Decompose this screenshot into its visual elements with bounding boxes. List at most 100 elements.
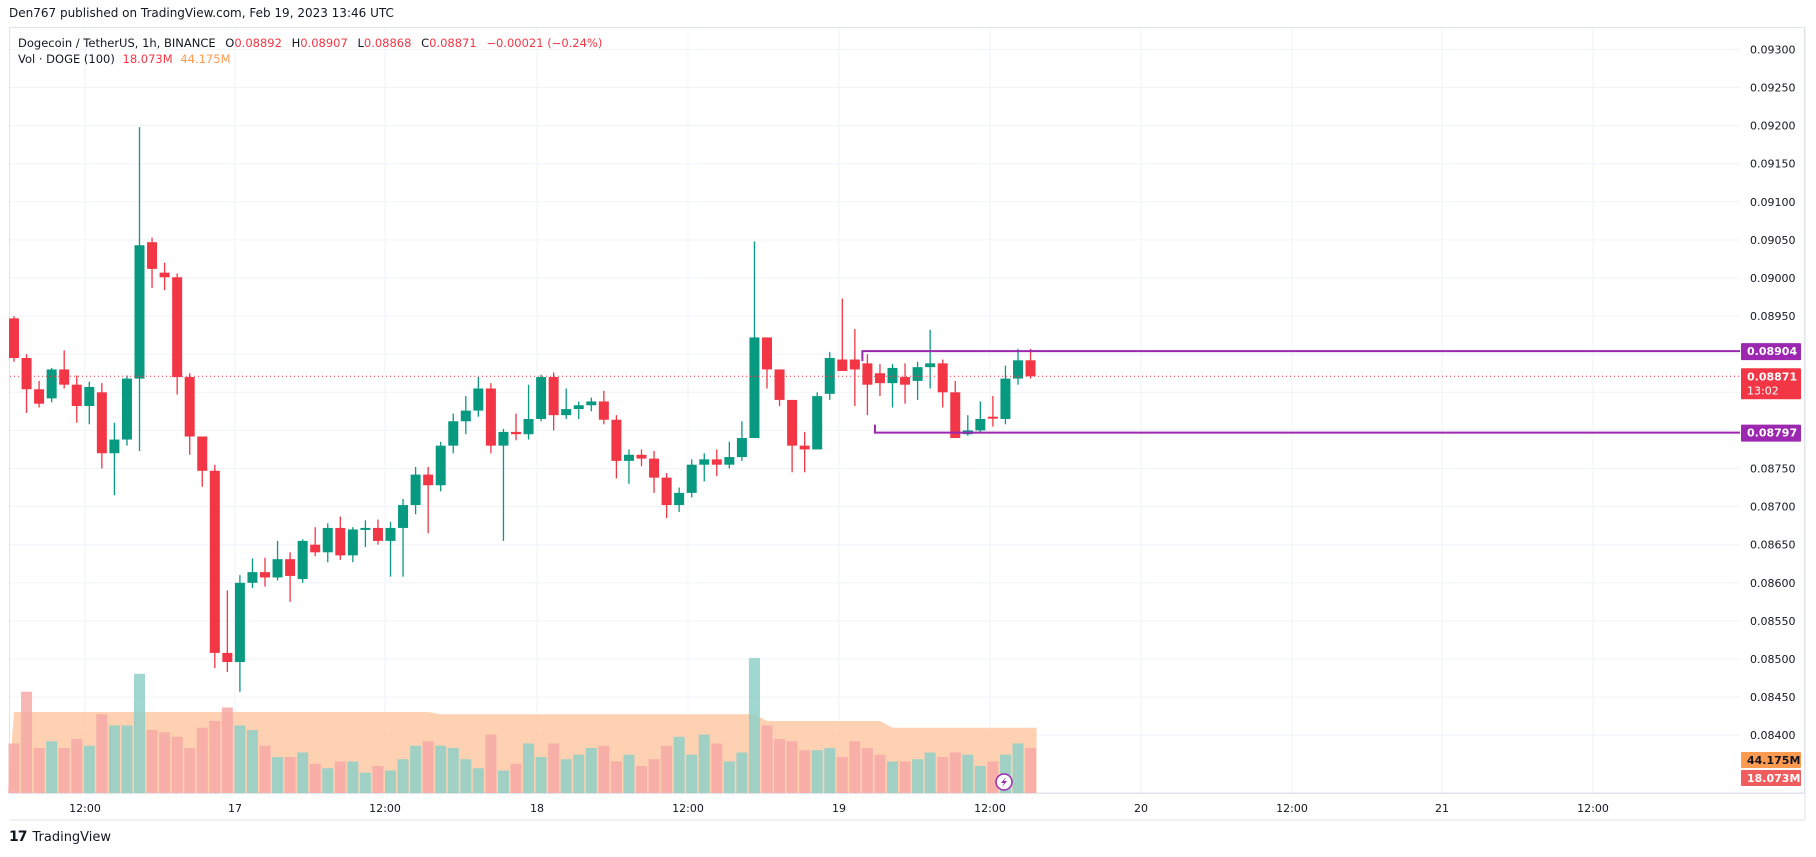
candle-down[interactable] <box>849 359 860 370</box>
candle-down[interactable] <box>9 318 19 359</box>
candle-up[interactable] <box>385 527 396 541</box>
volume-bar <box>221 707 233 793</box>
candle-down[interactable] <box>862 363 873 385</box>
candle-down[interactable] <box>937 363 948 393</box>
candle-up[interactable] <box>435 445 446 486</box>
candle-up[interactable] <box>134 245 145 379</box>
volume-bar <box>799 750 811 793</box>
candle-down[interactable] <box>511 431 521 435</box>
candle-up[interactable] <box>975 418 986 431</box>
candle-down[interactable] <box>172 277 183 378</box>
candle-up[interactable] <box>46 369 57 399</box>
candle-down[interactable] <box>21 358 32 390</box>
candle-up[interactable] <box>824 358 835 394</box>
candle-up[interactable] <box>561 409 572 416</box>
candle-up[interactable] <box>398 505 409 528</box>
candle-up[interactable] <box>460 410 471 422</box>
candle-down[interactable] <box>96 392 107 454</box>
volume-bar <box>246 730 258 793</box>
volume-bar <box>83 745 95 793</box>
candle-down[interactable] <box>285 559 296 576</box>
candle-down[interactable] <box>611 419 622 461</box>
candle-up[interactable] <box>925 363 936 368</box>
candle-down[interactable] <box>485 388 496 446</box>
resistance-level-line[interactable] <box>861 350 1740 362</box>
legend-symbol[interactable]: Dogecoin / TetherUS, 1h, BINANCE <box>18 36 216 50</box>
candle-down[interactable] <box>649 458 660 478</box>
candle-down[interactable] <box>423 474 434 486</box>
volume-bar <box>372 766 384 793</box>
candle-down[interactable] <box>260 572 270 578</box>
support-level-line[interactable] <box>873 424 1740 434</box>
candle-down[interactable] <box>787 399 798 446</box>
candle-down[interactable] <box>548 377 559 416</box>
candle-down[interactable] <box>598 401 609 420</box>
candle-down[interactable] <box>774 369 785 400</box>
candle-down[interactable] <box>799 445 810 450</box>
candle-down[interactable] <box>184 377 195 437</box>
candle-up[interactable] <box>322 527 333 553</box>
legend-volume-label[interactable]: Vol · DOGE (100) <box>18 52 115 66</box>
candle-up[interactable] <box>699 459 710 465</box>
volume-bar <box>272 757 284 793</box>
candle-up[interactable] <box>410 474 421 506</box>
volume-bar <box>1025 748 1037 793</box>
candle-up[interactable] <box>686 464 697 493</box>
candle-down[interactable] <box>34 389 45 404</box>
candle-up[interactable] <box>84 386 95 407</box>
candle-up[interactable] <box>736 438 747 458</box>
candle-down[interactable] <box>987 416 998 419</box>
candle-down[interactable] <box>197 436 208 471</box>
candle-down[interactable] <box>636 454 647 459</box>
candle-down[interactable] <box>661 477 672 506</box>
candle-up[interactable] <box>536 377 547 419</box>
candle-down[interactable] <box>1025 360 1036 377</box>
candle-up[interactable] <box>812 396 823 450</box>
candle-down[interactable] <box>222 652 233 663</box>
candle-down[interactable] <box>335 527 346 556</box>
candle-up[interactable] <box>297 540 308 579</box>
candle-up[interactable] <box>109 439 120 454</box>
candle-down[interactable] <box>209 470 220 653</box>
footer-brand[interactable]: TradingView <box>32 829 112 845</box>
candle-up[interactable] <box>498 431 509 446</box>
candle-down[interactable] <box>900 377 911 385</box>
volume-bar <box>385 770 396 793</box>
candle-up[interactable] <box>674 492 685 506</box>
candle-down[interactable] <box>310 544 321 553</box>
candle-up[interactable] <box>1000 378 1011 419</box>
candle-down[interactable] <box>372 527 383 541</box>
volume-bar <box>46 741 58 793</box>
candle-down[interactable] <box>711 459 722 465</box>
candle-down[interactable] <box>59 369 70 385</box>
candle-up[interactable] <box>347 529 358 556</box>
candle-up[interactable] <box>360 527 371 530</box>
candle-down[interactable] <box>159 272 170 278</box>
candle-up[interactable] <box>573 405 584 410</box>
candle-down[interactable] <box>874 373 885 384</box>
candle-down[interactable] <box>950 392 961 439</box>
candle-up[interactable] <box>586 401 597 406</box>
candle-up[interactable] <box>623 454 634 461</box>
candle-down[interactable] <box>837 359 848 371</box>
candle-down[interactable] <box>762 337 772 370</box>
candle-up[interactable] <box>121 378 132 440</box>
candle-up[interactable] <box>448 421 459 446</box>
candle-up[interactable] <box>749 337 760 439</box>
candle-up[interactable] <box>272 559 283 578</box>
candle-up[interactable] <box>912 367 923 381</box>
legend-low-value: 0.08868 <box>363 36 412 50</box>
volume-bar <box>673 736 685 793</box>
candle-up[interactable] <box>887 367 898 384</box>
volume-bar <box>134 673 145 793</box>
candle-up[interactable] <box>724 457 735 465</box>
candle-down[interactable] <box>147 242 158 269</box>
candle-up[interactable] <box>234 582 245 663</box>
candle-up[interactable] <box>473 388 484 411</box>
candle-up[interactable] <box>1013 360 1023 379</box>
volume-bar <box>33 748 45 793</box>
candle-down[interactable] <box>71 384 82 407</box>
candle-up[interactable] <box>247 572 258 583</box>
candle-up[interactable] <box>523 418 534 435</box>
